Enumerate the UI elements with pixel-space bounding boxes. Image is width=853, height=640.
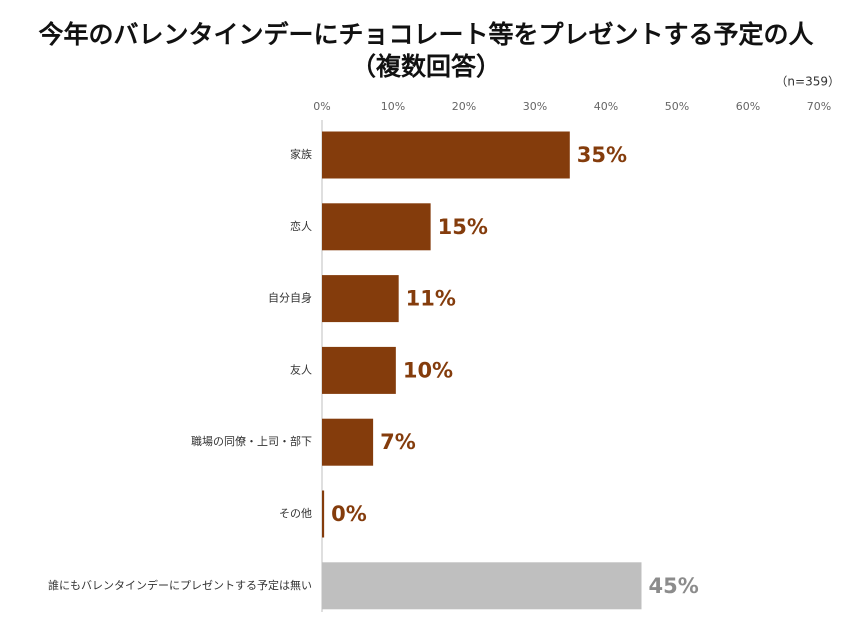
- bar: [322, 203, 431, 251]
- category-label: 誰にもバレンタインデーにプレゼントする予定は無い: [48, 578, 312, 592]
- value-label: 11%: [406, 287, 456, 311]
- category-label: 自分自身: [268, 291, 312, 305]
- bar: [322, 418, 374, 466]
- category-label: 家族: [290, 147, 312, 161]
- category-label: 友人: [290, 362, 312, 376]
- value-label: 15%: [438, 215, 488, 239]
- value-label: 45%: [649, 574, 699, 598]
- x-tick-label: 10%: [381, 100, 405, 113]
- value-label: 35%: [577, 143, 627, 167]
- chart-subtitle: （複数回答）: [351, 52, 501, 81]
- x-tick-label: 70%: [807, 100, 831, 113]
- x-tick-label: 30%: [523, 100, 547, 113]
- x-tick-label: 60%: [736, 100, 760, 113]
- bar: [322, 275, 399, 323]
- value-label: 7%: [380, 430, 416, 454]
- category-label: 職場の同僚・上司・部下: [191, 434, 312, 448]
- bar: [322, 562, 642, 610]
- bar: [322, 131, 570, 179]
- chart-title: 今年のバレンタインデーにチョコレート等をプレゼントする予定の人: [38, 20, 813, 49]
- value-label: 10%: [403, 358, 453, 382]
- x-tick-label: 50%: [665, 100, 689, 113]
- x-tick-label: 40%: [594, 100, 618, 113]
- value-label: 0%: [331, 502, 367, 526]
- category-label: その他: [279, 507, 312, 520]
- x-tick-label: 20%: [452, 100, 476, 113]
- bar: [322, 346, 396, 394]
- bar: [322, 490, 325, 538]
- sample-note: （n=359）: [775, 75, 840, 89]
- x-tick-label: 0%: [313, 100, 330, 113]
- category-label: 恋人: [290, 219, 312, 233]
